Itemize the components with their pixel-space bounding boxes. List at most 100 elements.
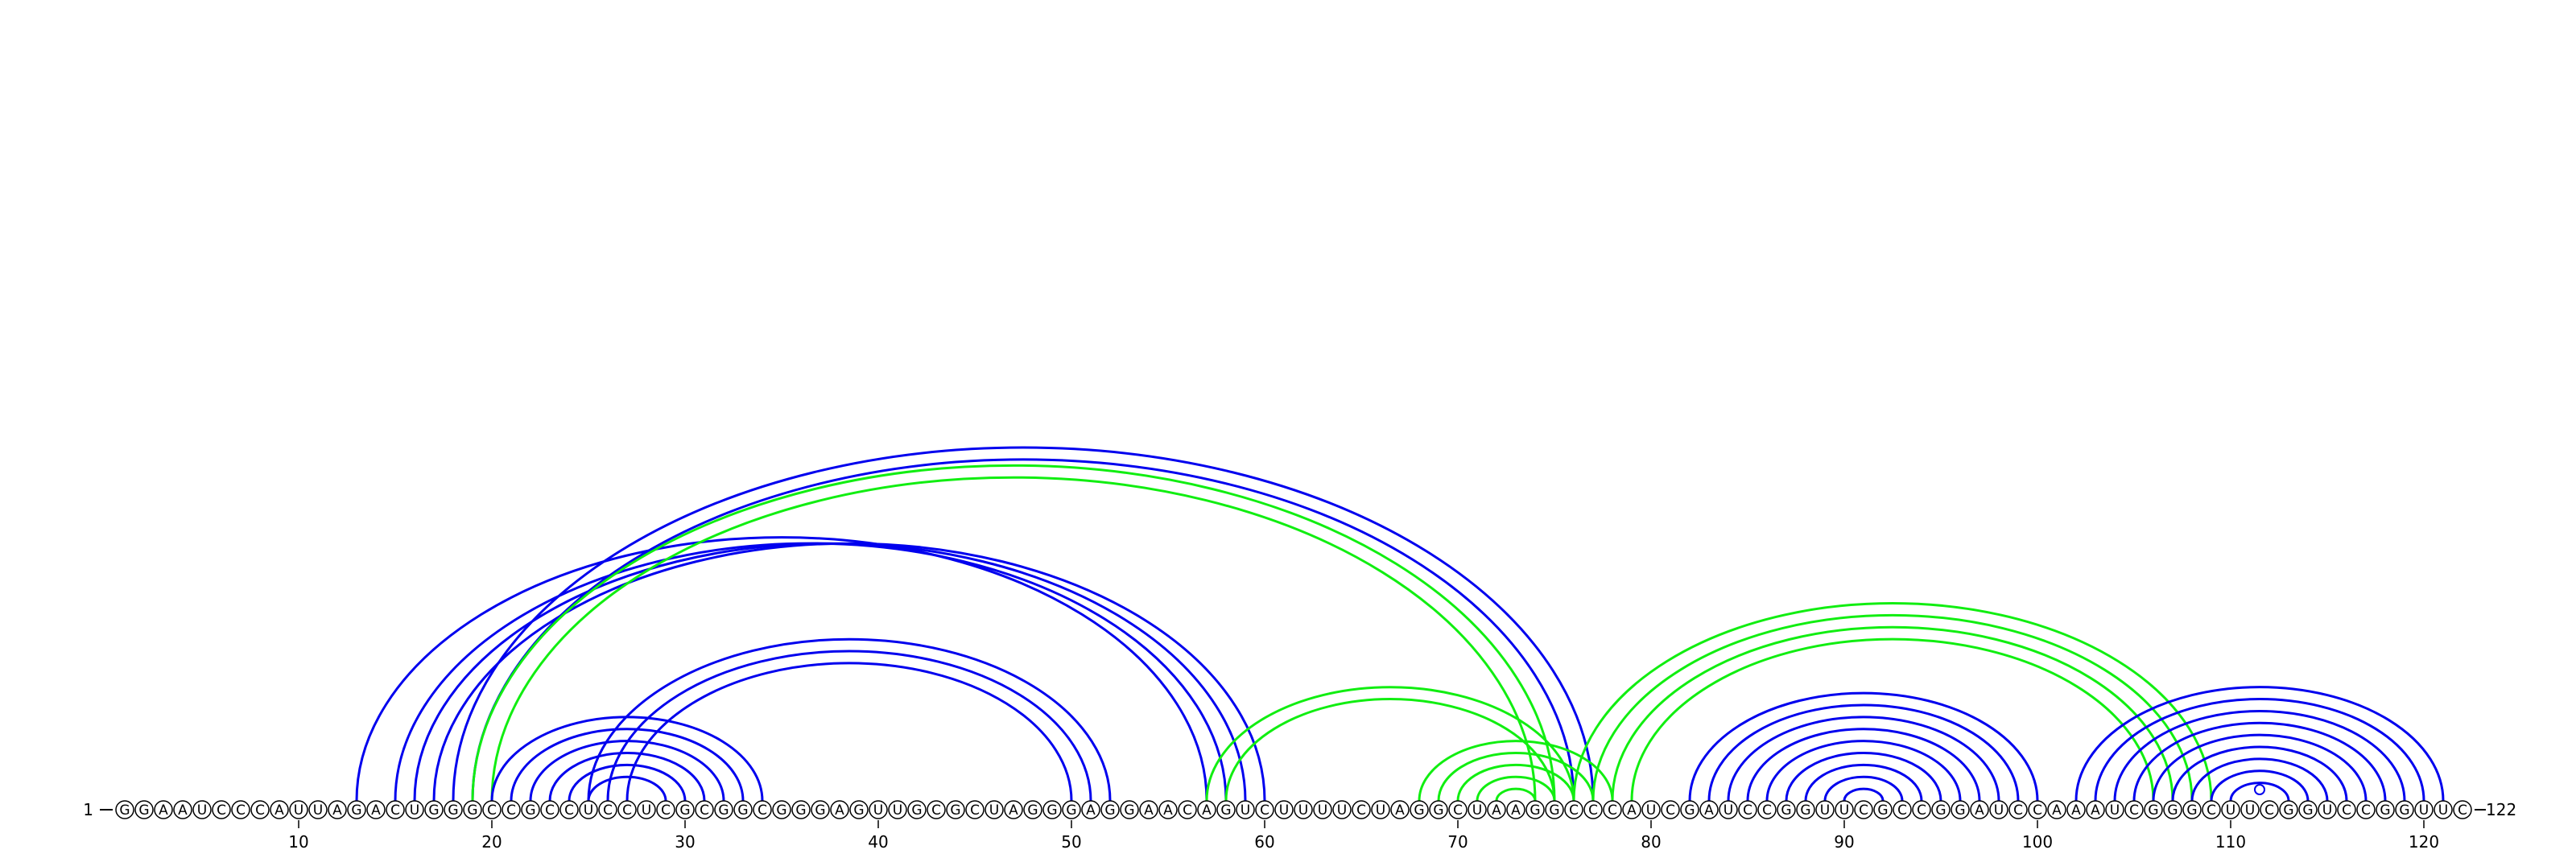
nucleotide-letter: U [1724, 802, 1733, 819]
nucleotide-letter: A [1704, 802, 1714, 819]
nucleotide: G [444, 800, 463, 819]
nucleotide-circle [270, 800, 289, 819]
tick-label: 10 [288, 832, 308, 852]
nucleotide-letter: A [1975, 802, 1984, 819]
nucleotide-letter: G [428, 802, 439, 819]
nucleotide: C [1854, 800, 1873, 819]
nucleotide: A [1197, 800, 1216, 819]
nucleotide-letter: C [487, 802, 497, 819]
nucleotide-circle [424, 800, 444, 819]
nucleotide: C [1448, 800, 1468, 819]
nucleotide-circle [405, 800, 424, 819]
nucleotide-circle [869, 800, 888, 819]
base-pair-arc [1804, 763, 1923, 802]
nucleotide-letter: G [1414, 802, 1424, 819]
nucleotide-letter: U [989, 802, 999, 819]
nucleotide: G [463, 800, 482, 819]
nucleotide-circle [2182, 800, 2202, 819]
nucleotide-letter: G [2283, 802, 2293, 819]
nucleotide-letter: A [1163, 802, 1173, 819]
nucleotide-circle [1525, 800, 1545, 819]
base-pair-arc [2254, 784, 2265, 795]
nucleotide: C [1893, 800, 1912, 819]
nucleotide: A [1699, 800, 1719, 819]
nucleotide: G [1545, 800, 1564, 819]
nucleotide-letter: C [970, 802, 980, 819]
nucleotide: G [2144, 800, 2163, 819]
nucleotide-circle [2008, 800, 2028, 819]
nucleotide-circle [1835, 800, 1854, 819]
nucleotide: C [559, 800, 579, 819]
nucleotide: C [2453, 800, 2472, 819]
nucleotide-circle [1622, 800, 1641, 819]
nucleotide-circle [811, 800, 830, 819]
base-pair-arc [587, 637, 1112, 802]
nucleotide: A [2047, 800, 2066, 819]
nucleotide-circle [1081, 800, 1100, 819]
nucleotide-letter: U [2226, 802, 2235, 819]
nucleotide-circle [1313, 800, 1332, 819]
nucleotide-circle [1448, 800, 1468, 819]
nucleotide-letter: C [2033, 802, 2042, 819]
nucleotide: G [1680, 800, 1699, 819]
nucleotide-letter: G [1800, 802, 1810, 819]
nucleotide-circle [1583, 800, 1603, 819]
nucleotide-letter: U [2110, 802, 2120, 819]
nucleotide-circle [2414, 800, 2434, 819]
nucleotide: U [869, 800, 888, 819]
nucleotide: U [579, 800, 598, 819]
tick-label: 120 [2409, 832, 2439, 852]
nucleotide-letter: U [1279, 802, 1289, 819]
base-pair-arc [1224, 698, 1556, 802]
nucleotide-circle [154, 800, 173, 819]
nucleotide-letter: G [1104, 802, 1115, 819]
base-pair-arc [587, 775, 667, 802]
nucleotide-circle [2376, 800, 2395, 819]
base-pair-arc [2094, 698, 2425, 802]
nucleotide-circle [1062, 800, 1081, 819]
nucleotide: C [2202, 800, 2221, 819]
nucleotide-letter: G [119, 802, 130, 819]
nucleotide: U [1815, 800, 1835, 819]
nucleotide: C [1178, 800, 1197, 819]
base-pair-arc [1418, 740, 1614, 802]
nucleotide-letter: C [2013, 802, 2023, 819]
start-position-label: 1 [83, 800, 93, 819]
nucleotide-letter: G [815, 802, 825, 819]
tick-label: 80 [1641, 832, 1661, 852]
nucleotide-letter: C [2207, 802, 2216, 819]
nucleotide-letter: G [950, 802, 960, 819]
nucleotide-letter: U [410, 802, 419, 819]
nucleotide-letter: C [1183, 802, 1192, 819]
nucleotide-circle [1893, 800, 1912, 819]
nucleotide-letter: U [642, 802, 651, 819]
nucleotide: C [502, 800, 521, 819]
nucleotide: C [695, 800, 714, 819]
nucleotide-letter: U [294, 802, 303, 819]
nucleotide-letter: C [1356, 802, 1366, 819]
nucleotide: G [115, 800, 134, 819]
base-pair-arc [2229, 782, 2290, 802]
nucleotide-circle [1757, 800, 1777, 819]
nucleotide-letter: C [2458, 802, 2467, 819]
nucleotide-letter: A [159, 802, 168, 819]
base-pair-arc [1437, 752, 1595, 802]
nucleotide-letter: G [1935, 802, 1946, 819]
nucleotide: U [405, 800, 424, 819]
nucleotide: G [907, 800, 927, 819]
nucleotide-letter: C [255, 802, 265, 819]
nucleotide-letter: G [1684, 802, 1695, 819]
nucleotide-circle [1352, 800, 1371, 819]
nucleotide-letter: G [1046, 802, 1057, 819]
base-pair-arc [1205, 686, 1575, 802]
nucleotide-letter: U [2438, 802, 2448, 819]
nucleotide-letter: A [275, 802, 284, 819]
nucleotide-circle [173, 800, 192, 819]
nucleotide-letter: A [2071, 802, 2081, 819]
nucleotide-letter: C [1859, 802, 1868, 819]
base-pair-arc [1843, 787, 1885, 802]
base-pair-arc [2171, 745, 2348, 802]
nucleotide-circle [579, 800, 598, 819]
nucleotide: G [772, 800, 791, 819]
nucleotide: G [1525, 800, 1545, 819]
